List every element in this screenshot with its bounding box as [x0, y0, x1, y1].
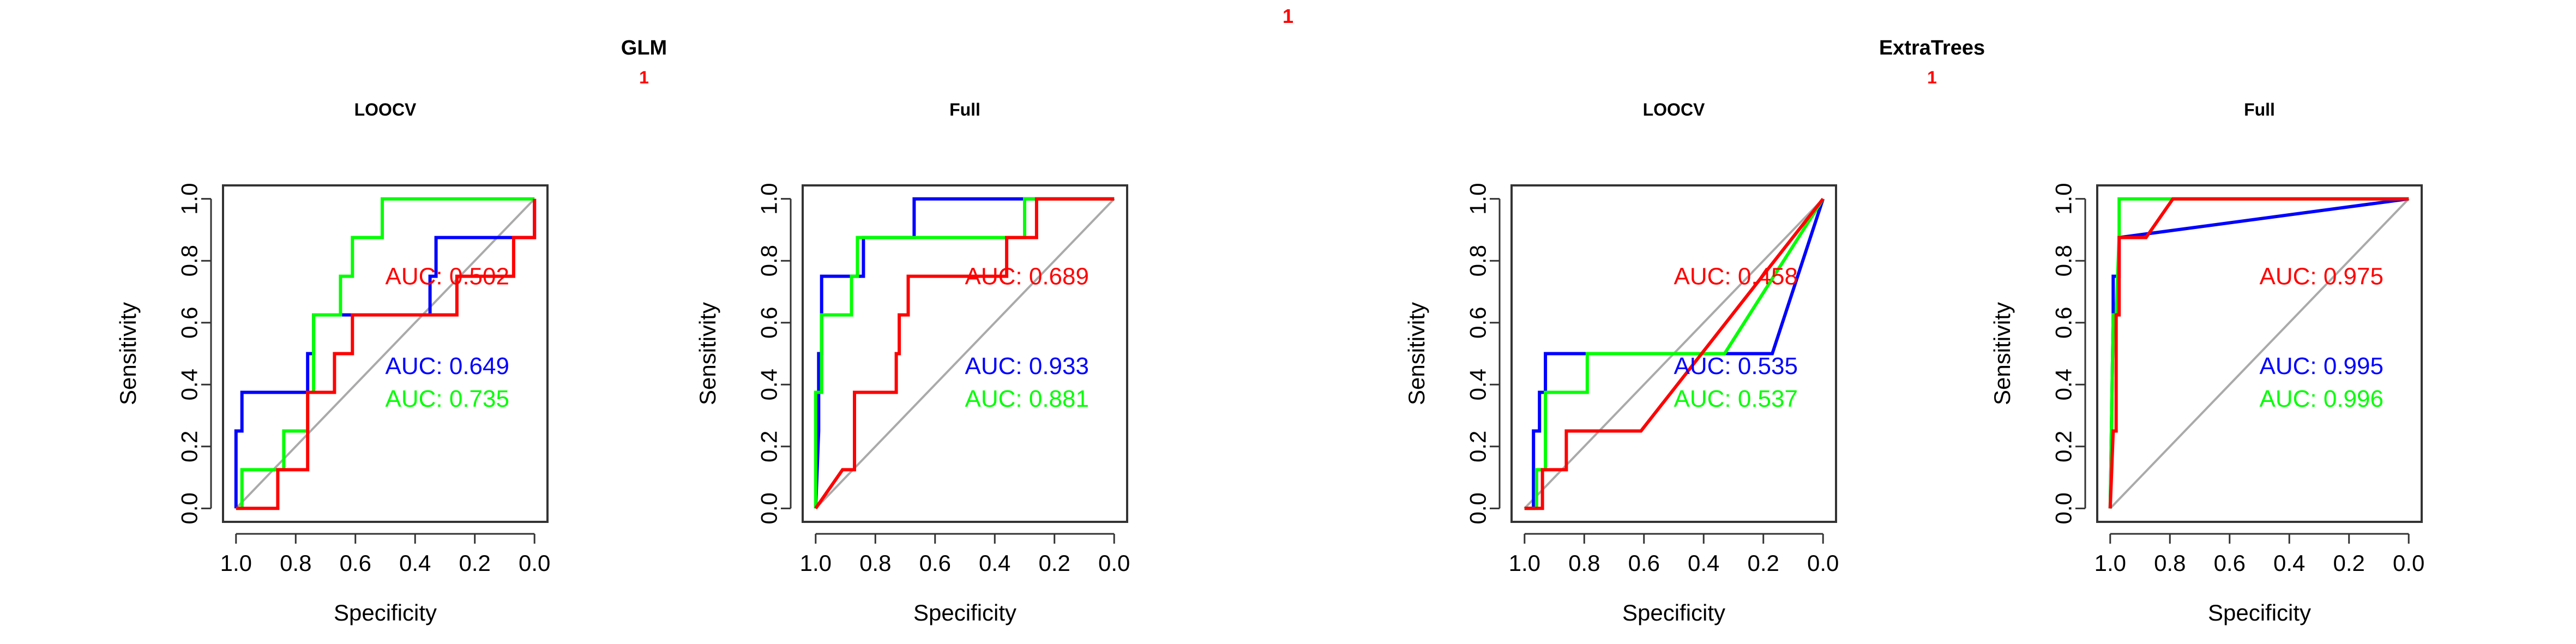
y-tick-label: 1.0	[756, 183, 782, 214]
x-tick-label: 1.0	[800, 550, 832, 576]
y-axis-label: Sensitivity	[115, 302, 141, 405]
group-title-extratrees: ExtraTrees	[1879, 37, 1985, 59]
y-axis-label: Sensitivity	[695, 302, 720, 405]
auc-label-red: AUC: 0.502	[386, 263, 509, 290]
panel-title: Full	[949, 100, 980, 119]
auc-label-red: AUC: 0.975	[2260, 263, 2384, 290]
roc-curve-green	[814, 197, 1115, 509]
y-tick-label: 0.4	[2051, 369, 2077, 400]
panel-title: LOOCV	[354, 100, 417, 119]
y-tick-label: 0.4	[177, 369, 202, 400]
x-tick-label: 0.0	[519, 550, 550, 576]
x-tick-label: 0.6	[340, 550, 371, 576]
y-tick-label: 0.2	[177, 431, 202, 462]
y-tick-label: 1.0	[177, 183, 202, 214]
roc-panels: LOOCV 1.0 0.8 0.6 0.4 0.2 0.0 Specificity 0.0 0.2…	[115, 100, 2424, 625]
x-tick-label: 0.2	[2333, 550, 2365, 576]
y-tick-label: 0.2	[2051, 431, 2077, 462]
roc-panel-3: LOOCV 1.0 0.8 0.6 0.4 0.2 0.0 Specificity 0.0 0.2…	[1404, 100, 1839, 625]
y-tick-label: 0.8	[177, 245, 202, 276]
y-tick-label: 1.0	[1465, 183, 1491, 214]
roc-curve-blue	[814, 197, 1115, 509]
x-tick-label: 0.0	[1098, 550, 1130, 576]
x-tick-label: 1.0	[2094, 550, 2126, 576]
group-sublabel-extratrees: 1	[1927, 68, 1937, 87]
plot-frame	[222, 184, 549, 523]
y-tick-label: 0.4	[1465, 369, 1491, 400]
auc-label-blue: AUC: 0.995	[2260, 353, 2384, 380]
y-tick-label: 0.2	[756, 431, 782, 462]
x-tick-label: 0.4	[399, 550, 431, 576]
roc-panel-1: LOOCV 1.0 0.8 0.6 0.4 0.2 0.0 Specificity 0.0 0.2…	[115, 100, 550, 625]
x-tick-label: 1.0	[1509, 550, 1540, 576]
diagonal-reference-line	[2109, 198, 2410, 509]
auc-label-green: AUC: 0.537	[1674, 386, 1798, 412]
auc-label-red: AUC: 0.458	[1674, 263, 1798, 290]
roc-curve-red	[814, 197, 1115, 510]
auc-label-red: AUC: 0.689	[965, 263, 1089, 290]
x-tick-label: 0.6	[2214, 550, 2246, 576]
x-tick-label: 0.0	[2393, 550, 2424, 576]
x-tick-label: 0.6	[919, 550, 951, 576]
roc-panel-4: Full 1.0 0.8 0.6 0.4 0.2 0.0 Specificity 0.0 0.2 0…	[1989, 100, 2424, 625]
roc-curve-red	[2108, 197, 2409, 509]
panel-title: LOOCV	[1643, 100, 1705, 119]
y-tick-label: 0.0	[1465, 492, 1491, 524]
x-tick-label: 1.0	[220, 550, 252, 576]
roc-curve-red	[1524, 197, 1825, 510]
y-tick-label: 0.6	[756, 307, 782, 339]
x-tick-label: 0.2	[1039, 550, 1070, 576]
x-tick-label: 0.8	[280, 550, 311, 576]
auc-label-green: AUC: 0.996	[2260, 386, 2384, 412]
y-tick-label: 0.0	[2051, 492, 2077, 524]
x-axis-label: Specificity	[1622, 600, 1725, 625]
group-sublabel-glm: 1	[639, 68, 649, 87]
x-tick-label: 0.8	[1568, 550, 1600, 576]
y-tick-label: 0.4	[756, 369, 782, 400]
roc-curve-green	[236, 197, 535, 510]
x-tick-label: 0.2	[1748, 550, 1779, 576]
y-tick-label: 0.8	[2051, 245, 2077, 276]
y-tick-label: 0.8	[756, 245, 782, 276]
y-tick-label: 0.6	[2051, 307, 2077, 339]
roc-curve-green	[1524, 198, 1825, 510]
x-axis-label: Specificity	[2208, 600, 2311, 625]
auc-label-blue: AUC: 0.933	[965, 353, 1089, 380]
diagonal-reference-line	[815, 198, 1115, 509]
x-tick-label: 0.4	[2273, 550, 2305, 576]
y-tick-label: 0.8	[1465, 245, 1491, 276]
auc-label-green: AUC: 0.881	[965, 386, 1089, 412]
x-tick-label: 0.4	[979, 550, 1010, 576]
roc-curve-red	[236, 198, 537, 510]
y-tick-label: 0.0	[756, 492, 782, 524]
y-tick-label: 0.6	[177, 307, 202, 339]
x-tick-label: 0.0	[1807, 550, 1839, 576]
roc-panel-2: Full 1.0 0.8 0.6 0.4 0.2 0.0 Specificity 0.0 0.2 0…	[695, 100, 1130, 625]
y-tick-label: 0.6	[1465, 307, 1491, 339]
x-tick-label: 0.6	[1628, 550, 1660, 576]
y-axis-label: Sensitivity	[1404, 302, 1429, 405]
x-axis-label: Specificity	[334, 600, 437, 625]
y-axis-label: Sensitivity	[1989, 302, 2015, 405]
x-tick-label: 0.2	[459, 550, 491, 576]
panel-title: Full	[2244, 100, 2275, 119]
plot-frame	[802, 184, 1128, 523]
y-tick-label: 0.0	[177, 492, 202, 524]
plot-frame	[1510, 184, 1837, 523]
x-tick-label: 0.8	[2154, 550, 2186, 576]
group-title-glm: GLM	[621, 37, 667, 59]
plot-frame	[2096, 184, 2423, 523]
x-tick-label: 0.8	[859, 550, 891, 576]
x-tick-label: 0.4	[1688, 550, 1719, 576]
auc-label-blue: AUC: 0.535	[1674, 353, 1798, 380]
y-tick-label: 1.0	[2051, 183, 2077, 214]
figure-top-label: 1	[1283, 5, 1293, 27]
x-axis-label: Specificity	[913, 600, 1016, 625]
auc-label-green: AUC: 0.735	[386, 386, 509, 412]
diagonal-reference-line	[235, 198, 535, 509]
auc-label-blue: AUC: 0.649	[386, 353, 509, 380]
y-tick-label: 0.2	[1465, 431, 1491, 462]
